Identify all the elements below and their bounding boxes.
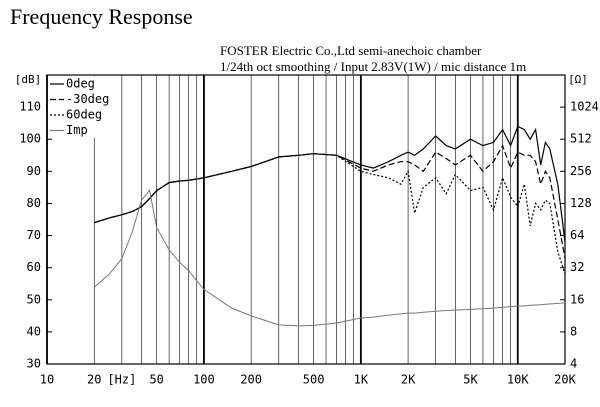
series-line <box>93 189 566 327</box>
y-tick-label: 70 <box>27 228 41 242</box>
x-tick-label: 200 <box>240 373 262 387</box>
series-line <box>94 125 566 243</box>
y-tick-label: 100 <box>19 132 41 146</box>
y-axis-label: [dB] <box>15 73 42 86</box>
y-tick-label: 60 <box>27 260 41 274</box>
x-tick-label: [Hz] <box>107 373 136 387</box>
x-tick-label: 5K <box>463 373 478 387</box>
y2-tick-label: 8 <box>570 324 577 338</box>
y-tick-label: 50 <box>27 292 41 306</box>
x-tick-label: 10K <box>507 373 529 387</box>
series-line <box>94 153 566 275</box>
y2-tick-label: 512 <box>570 132 592 146</box>
x-tick-label: 10 <box>40 373 54 387</box>
legend-label: 60deg <box>66 108 102 122</box>
y2-tick-label: 1024 <box>570 100 599 114</box>
x-tick-label: 2K <box>401 373 416 387</box>
y2-tick-label: 256 <box>570 164 592 178</box>
legend-label: 0deg <box>66 77 95 91</box>
x-tick-label: 1K <box>354 373 369 387</box>
x-tick-label: 500 <box>303 373 325 387</box>
subtitle: FOSTER Electric Co.,Ltd semi-anechoic ch… <box>220 43 482 58</box>
x-tick-label: 20K <box>554 373 576 387</box>
y2-tick-label: 64 <box>570 228 584 242</box>
chart-title: Frequency Response <box>10 4 193 29</box>
legend-label: Imp <box>66 123 88 137</box>
legend-box <box>48 76 110 138</box>
y2-tick-label: 32 <box>570 260 584 274</box>
y-tick-label: 110 <box>19 100 41 114</box>
y2-tick-label: 4 <box>570 357 577 371</box>
subtitle: 1/24th oct smoothing / Input 2.83V(1W) /… <box>220 59 526 74</box>
y-tick-label: 80 <box>27 196 41 210</box>
x-tick-label: 100 <box>193 373 215 387</box>
y2-tick-label: 16 <box>570 292 584 306</box>
y2-axis-label: [Ω] <box>568 73 588 86</box>
legend-label: -30deg <box>66 92 109 106</box>
x-tick-label: 20 <box>87 373 101 387</box>
y-tick-label: 30 <box>27 357 41 371</box>
y-tick-label: 90 <box>27 164 41 178</box>
series-line <box>94 144 566 259</box>
y-tick-label: 40 <box>27 324 41 338</box>
x-tick-label: 50 <box>149 373 163 387</box>
plot-frame <box>46 74 566 365</box>
y2-tick-label: 128 <box>570 196 592 210</box>
